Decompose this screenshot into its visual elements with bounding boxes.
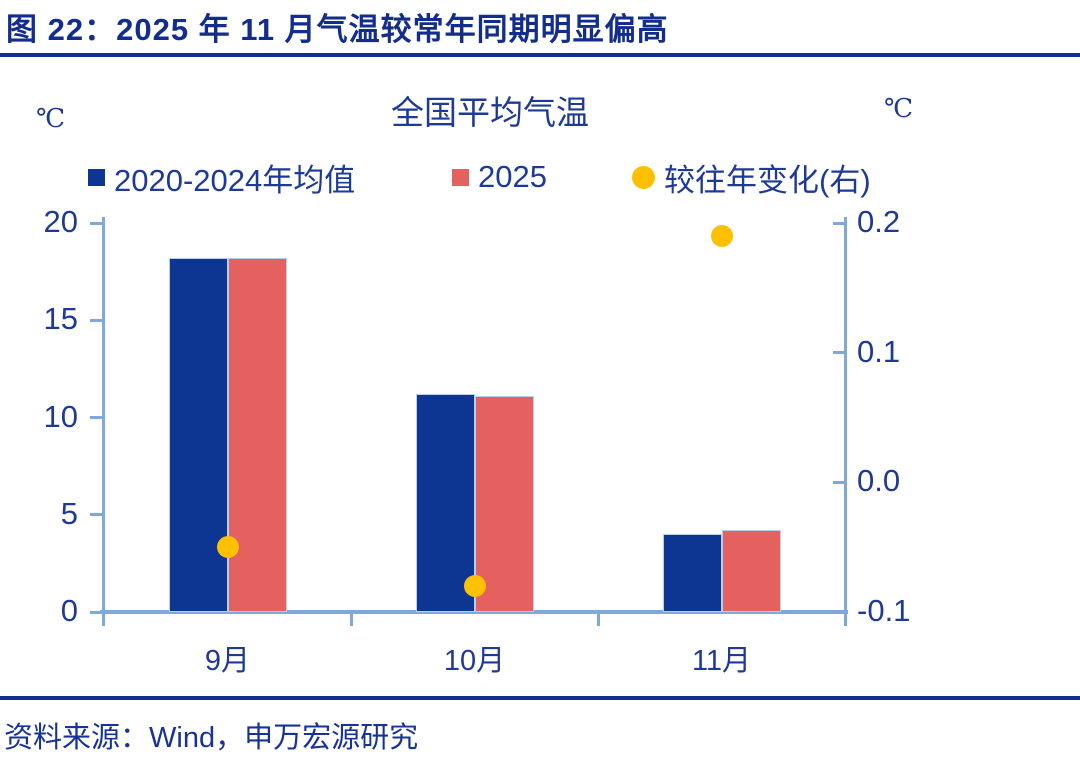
source-note: 资料来源：Wind，申万宏源研究 xyxy=(4,722,419,754)
legend-item-2025: 2025 xyxy=(452,156,547,198)
y-axis-left-tick xyxy=(90,610,102,614)
y-axis-right-tick xyxy=(833,480,845,484)
y-axis-right-tick-label: 0.2 xyxy=(857,204,901,239)
y-axis-left-tick xyxy=(90,416,102,419)
y-axis-left-spine xyxy=(102,217,105,626)
y-axis-left-tick-label: 15 xyxy=(43,301,78,337)
legend-label: 2025 xyxy=(478,159,547,194)
y-axis-right-tick-label: 0.1 xyxy=(857,333,901,369)
bar xyxy=(227,258,287,612)
y-axis-right-tick-label: 0.0 xyxy=(857,463,901,499)
scatter-dot xyxy=(463,575,486,598)
footer-divider xyxy=(0,696,1080,700)
x-axis-tick xyxy=(349,614,353,626)
right-axis-unit: ℃ xyxy=(884,94,914,124)
legend-label: 较往年变化(右) xyxy=(664,162,871,198)
y-axis-left-tick-label: 20 xyxy=(43,204,78,239)
bar xyxy=(474,396,534,612)
legend-square-icon xyxy=(88,168,105,186)
figure-title: 图 22：2025 年 11 月气温较常年同期明显偏高 xyxy=(6,12,669,47)
x-axis-tick xyxy=(596,614,600,626)
bar xyxy=(662,534,722,612)
x-axis-category-label: 10月 xyxy=(443,645,506,677)
y-axis-left-tick-label: 5 xyxy=(60,495,78,531)
scatter-dot xyxy=(216,536,239,559)
y-axis-right-tick xyxy=(833,351,845,355)
y-axis-right-tick-label: -0.1 xyxy=(857,593,911,628)
left-axis-unit: ℃ xyxy=(36,104,66,134)
x-axis-line xyxy=(100,610,848,614)
title-underline xyxy=(0,53,1080,57)
bar xyxy=(168,258,228,612)
y-axis-left-tick xyxy=(90,513,102,517)
y-axis-right-tick xyxy=(833,221,845,225)
y-axis-left-tick xyxy=(90,221,102,225)
y-axis-left-tick-label: 10 xyxy=(43,398,78,434)
legend-label: 2020-2024年均值 xyxy=(114,162,356,198)
bar xyxy=(721,530,781,612)
scatter-dot xyxy=(710,224,733,247)
legend-square-icon xyxy=(452,168,469,186)
legend-item-avg: 2020-2024年均值 xyxy=(88,156,355,198)
y-axis-right-spine xyxy=(844,217,847,626)
x-axis-category-label: 11月 xyxy=(691,645,752,677)
x-axis-category-label: 9月 xyxy=(204,645,251,677)
y-axis-right-tick xyxy=(833,610,845,614)
legend-circle-icon xyxy=(632,165,655,189)
y-axis-left-tick-label: 0 xyxy=(60,593,78,628)
chart-title: 全国平均气温 xyxy=(391,94,589,131)
legend-item-change: 较往年变化(右) xyxy=(632,156,871,198)
y-axis-left-tick xyxy=(90,318,102,322)
bar xyxy=(415,394,475,612)
